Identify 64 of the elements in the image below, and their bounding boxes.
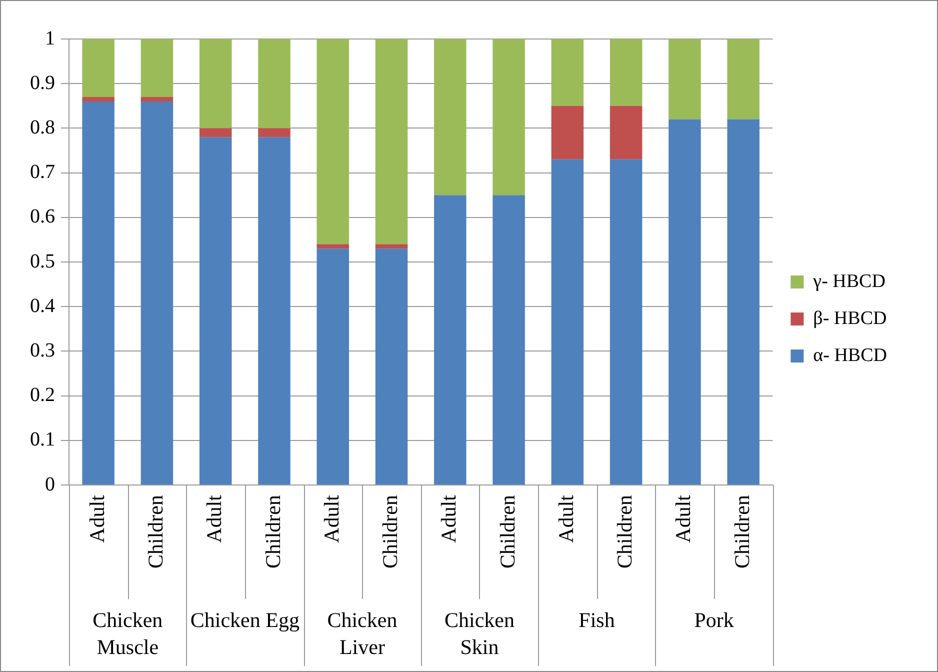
bar [316,244,350,249]
bar [258,137,290,484]
text: Chicken Muscle [92,608,164,660]
x-tick-label: Adult [671,494,696,543]
y-tick-label: 0.3 [30,339,55,362]
bar [82,96,114,102]
bar [199,39,232,128]
bar [199,137,232,484]
bar [199,128,232,138]
text: Chicken Egg [190,608,300,632]
y-tick-label: 0.5 [30,250,55,272]
text: Fish [578,608,616,632]
bar [82,101,114,484]
bar [316,248,350,484]
bar [492,195,525,484]
bar [551,159,584,484]
y-tick-label: 0.7 [30,161,55,184]
y-tick-label: 0.2 [30,384,55,406]
x-tick-label: Children [495,494,520,568]
y-tick-label: 0.9 [30,72,55,94]
bar [668,39,701,120]
bar [375,39,408,244]
y-tick-label: 0.8 [30,116,55,138]
bar [140,39,174,97]
text: Pork [694,608,734,632]
bar [375,244,408,249]
y-tick-label: 0.6 [30,206,55,228]
bar [258,39,290,128]
x-tick-label: Children [612,494,637,568]
bar [551,39,584,106]
x-tick-label: Adult [84,494,109,543]
bar [610,39,642,106]
x-tick-label: Adult [319,494,344,543]
bar [668,119,701,484]
bar [258,128,290,138]
x-tick-label: Children [260,494,285,568]
bar [82,39,114,97]
bar [316,39,350,244]
y-tick-label: 0 [45,473,55,496]
text: Chicken Skin [444,608,515,660]
bar [610,159,642,484]
bar [434,39,466,196]
bar [434,195,466,484]
text: Chicken Liver [327,608,398,660]
bar [610,106,642,160]
bar [492,39,525,196]
y-tick-label: 0.4 [30,294,55,317]
legend-label: β- HBCD [813,308,887,329]
x-tick-label: Adult [202,494,226,543]
legend-label: α- HBCD [813,344,888,366]
x-tick-label: Children [378,494,402,568]
bar [140,101,174,484]
x-tick-label: Adult [436,494,461,543]
x-tick-label: Children [730,494,754,568]
y-tick-label: 1 [45,27,55,50]
legend-label: γ- HBCD [812,270,886,292]
bar [551,106,584,160]
bar [727,119,760,484]
bar [140,96,174,102]
bar [375,248,408,484]
x-tick-label: Children [143,494,168,568]
bar [727,39,760,120]
x-tick-label: Adult [554,494,578,543]
y-tick-label: 0.1 [30,428,55,451]
